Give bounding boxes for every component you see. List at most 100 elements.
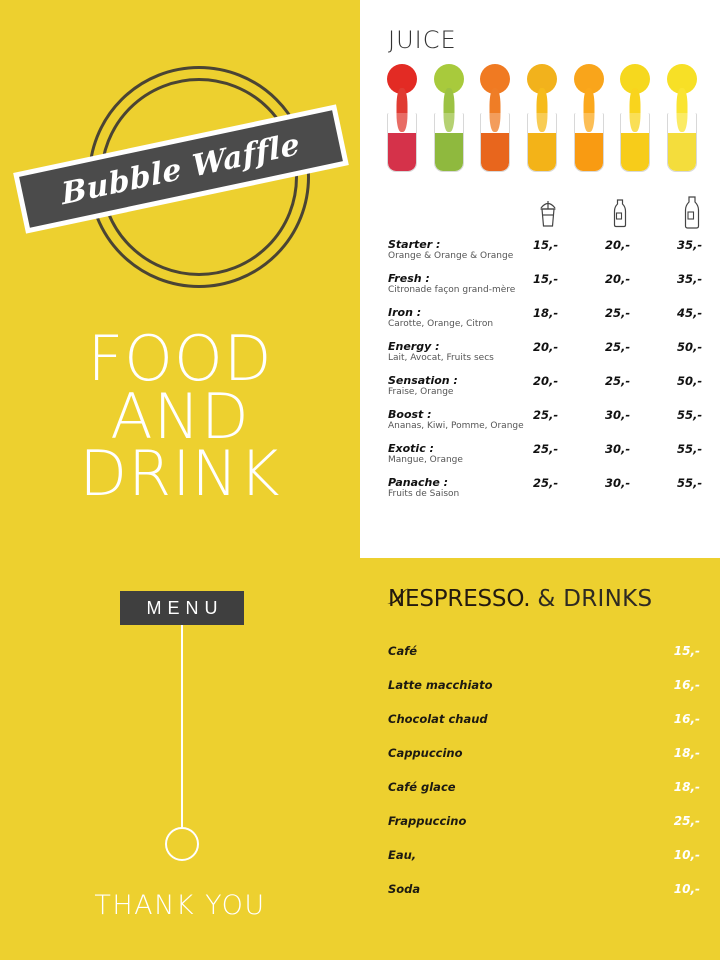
juice-glass <box>526 113 557 172</box>
juice-item-price: 30,- <box>605 476 631 490</box>
nespresso-and-drinks-label: & DRINKS <box>537 586 653 612</box>
headline-line-3: DRINK <box>79 437 281 511</box>
drink-row: Soda 10,- <box>388 882 700 916</box>
juice-fill <box>527 132 556 171</box>
cup-icon <box>533 196 563 230</box>
nespresso-heading: NESPRESSO. & DRINKS <box>387 586 653 612</box>
drink-item-price: 16,- <box>673 712 700 726</box>
thank-you-text: THANK YOU <box>94 890 266 921</box>
juice-row: Fresh : Citronade façon grand-mère 15,- 20,… <box>388 272 703 306</box>
juice-item-name: Fresh : <box>388 272 430 285</box>
fruit-carrot-icon <box>475 64 515 172</box>
drink-item-price: 25,- <box>673 814 700 828</box>
fruit-kiwi-icon <box>429 64 469 172</box>
fruit-pineapple-icon <box>615 64 655 172</box>
nespresso-logo: NESPRESSO. <box>387 586 531 612</box>
drink-row: Cappuccino 18,- <box>388 746 700 780</box>
drink-item-name: Café glace <box>388 780 456 794</box>
juice-fill <box>667 132 696 171</box>
juice-item-description: Orange & Orange & Orange <box>388 251 514 261</box>
juice-glass <box>480 113 511 172</box>
juice-item-price: 25,- <box>533 476 559 490</box>
drink-row: Frappuccino 25,- <box>388 814 700 848</box>
juice-item-price: 25,- <box>533 442 559 456</box>
juice-item-price: 55,- <box>677 476 703 490</box>
juice-item-description: Mangue, Orange <box>388 455 463 465</box>
juice-fruit-illustration <box>382 62 702 172</box>
juice-row: Boost : Ananas, Kiwi, Pomme, Orange 25,- 30… <box>388 408 703 442</box>
drink-row: Café 15,- <box>388 644 700 678</box>
drink-item-name: Frappuccino <box>388 814 467 828</box>
juice-item-description: Lait, Avocat, Fruits secs <box>388 353 494 363</box>
juice-item-name: Boost : <box>388 408 432 421</box>
juice-price-table: Starter : Orange & Orange & Orange 15,- 20,… <box>388 238 703 510</box>
nespresso-wordmark: NESPRESSO. <box>388 586 531 612</box>
juice-fill <box>481 132 510 171</box>
juice-row: Sensation : Fraise, Orange 20,- 25,- 50,- <box>388 374 703 408</box>
juice-item-price: 45,- <box>677 306 703 320</box>
nespresso-section: NESPRESSO. & DRINKS Café 15,- Latte macchi… <box>360 558 720 960</box>
juice-fill <box>434 132 463 171</box>
juice-item-name: Energy : <box>388 340 440 353</box>
headline-line-2: AND <box>110 379 250 453</box>
juice-row: Starter : Orange & Orange & Orange 15,- 20,… <box>388 238 703 272</box>
drink-item-price: 15,- <box>673 644 700 658</box>
juice-row: Iron : Carotte, Orange, Citron 18,- 25,- 45,… <box>388 306 703 340</box>
juice-glass <box>666 113 697 172</box>
juice-section-title: JUICE <box>388 26 457 54</box>
juice-fill <box>621 132 650 171</box>
juice-stream <box>489 88 501 132</box>
drink-item-price: 18,- <box>673 746 700 760</box>
drink-item-price: 10,- <box>673 848 700 862</box>
juice-item-price: 20,- <box>605 238 631 252</box>
size-icon-row <box>360 196 720 232</box>
juice-stream <box>676 88 688 132</box>
juice-item-price: 50,- <box>677 340 703 354</box>
drink-item-name: Eau, <box>388 848 417 862</box>
juice-item-price: 50,- <box>677 374 703 388</box>
juice-item-price: 18,- <box>533 306 559 320</box>
menu-badge-label: MENU <box>146 597 224 618</box>
juice-fill <box>388 132 416 171</box>
juice-item-price: 20,- <box>533 374 559 388</box>
pendant-line <box>181 625 183 828</box>
drink-item-name: Latte macchiato <box>388 678 493 692</box>
fruit-orange-icon <box>569 64 609 172</box>
juice-fill <box>574 132 603 171</box>
juice-item-name: Panache : <box>388 476 449 489</box>
juice-stream <box>396 88 408 132</box>
juice-stream <box>583 88 595 132</box>
juice-item-price: 35,- <box>677 238 703 252</box>
juice-item-price: 35,- <box>677 272 703 286</box>
juice-item-name: Sensation : <box>388 374 458 387</box>
juice-glass <box>573 113 604 172</box>
juice-section: JUICE <box>360 0 720 558</box>
drink-item-name: Soda <box>388 882 421 896</box>
juice-item-price: 55,- <box>677 408 703 422</box>
juice-item-price: 15,- <box>533 238 559 252</box>
juice-item-description: Fruits de Saison <box>388 489 460 499</box>
juice-item-price: 30,- <box>605 408 631 422</box>
fruit-strawberry-icon <box>382 64 422 172</box>
juice-item-description: Citronade façon grand-mère <box>388 285 516 295</box>
drink-item-price: 18,- <box>673 780 700 794</box>
juice-item-price: 25,- <box>605 340 631 354</box>
juice-glass <box>433 113 464 172</box>
drink-item-name: Cappuccino <box>388 746 463 760</box>
juice-stream <box>443 88 455 132</box>
drink-item-price: 16,- <box>673 678 700 692</box>
juice-item-description: Fraise, Orange <box>388 387 454 397</box>
juice-stream <box>536 88 548 132</box>
headline: FOOD AND DRINK <box>0 328 360 511</box>
juice-item-price: 20,- <box>605 272 631 286</box>
juice-item-price: 55,- <box>677 442 703 456</box>
juice-glass <box>387 113 417 172</box>
juice-glass <box>620 113 651 172</box>
juice-item-price: 25,- <box>605 374 631 388</box>
drink-row: Café glace 18,- <box>388 780 700 814</box>
juice-item-name: Exotic : <box>388 442 434 455</box>
drink-item-name: Chocolat chaud <box>388 712 488 726</box>
fruit-lemon-icon <box>662 64 702 172</box>
juice-stream <box>629 88 641 132</box>
juice-item-price: 25,- <box>605 306 631 320</box>
